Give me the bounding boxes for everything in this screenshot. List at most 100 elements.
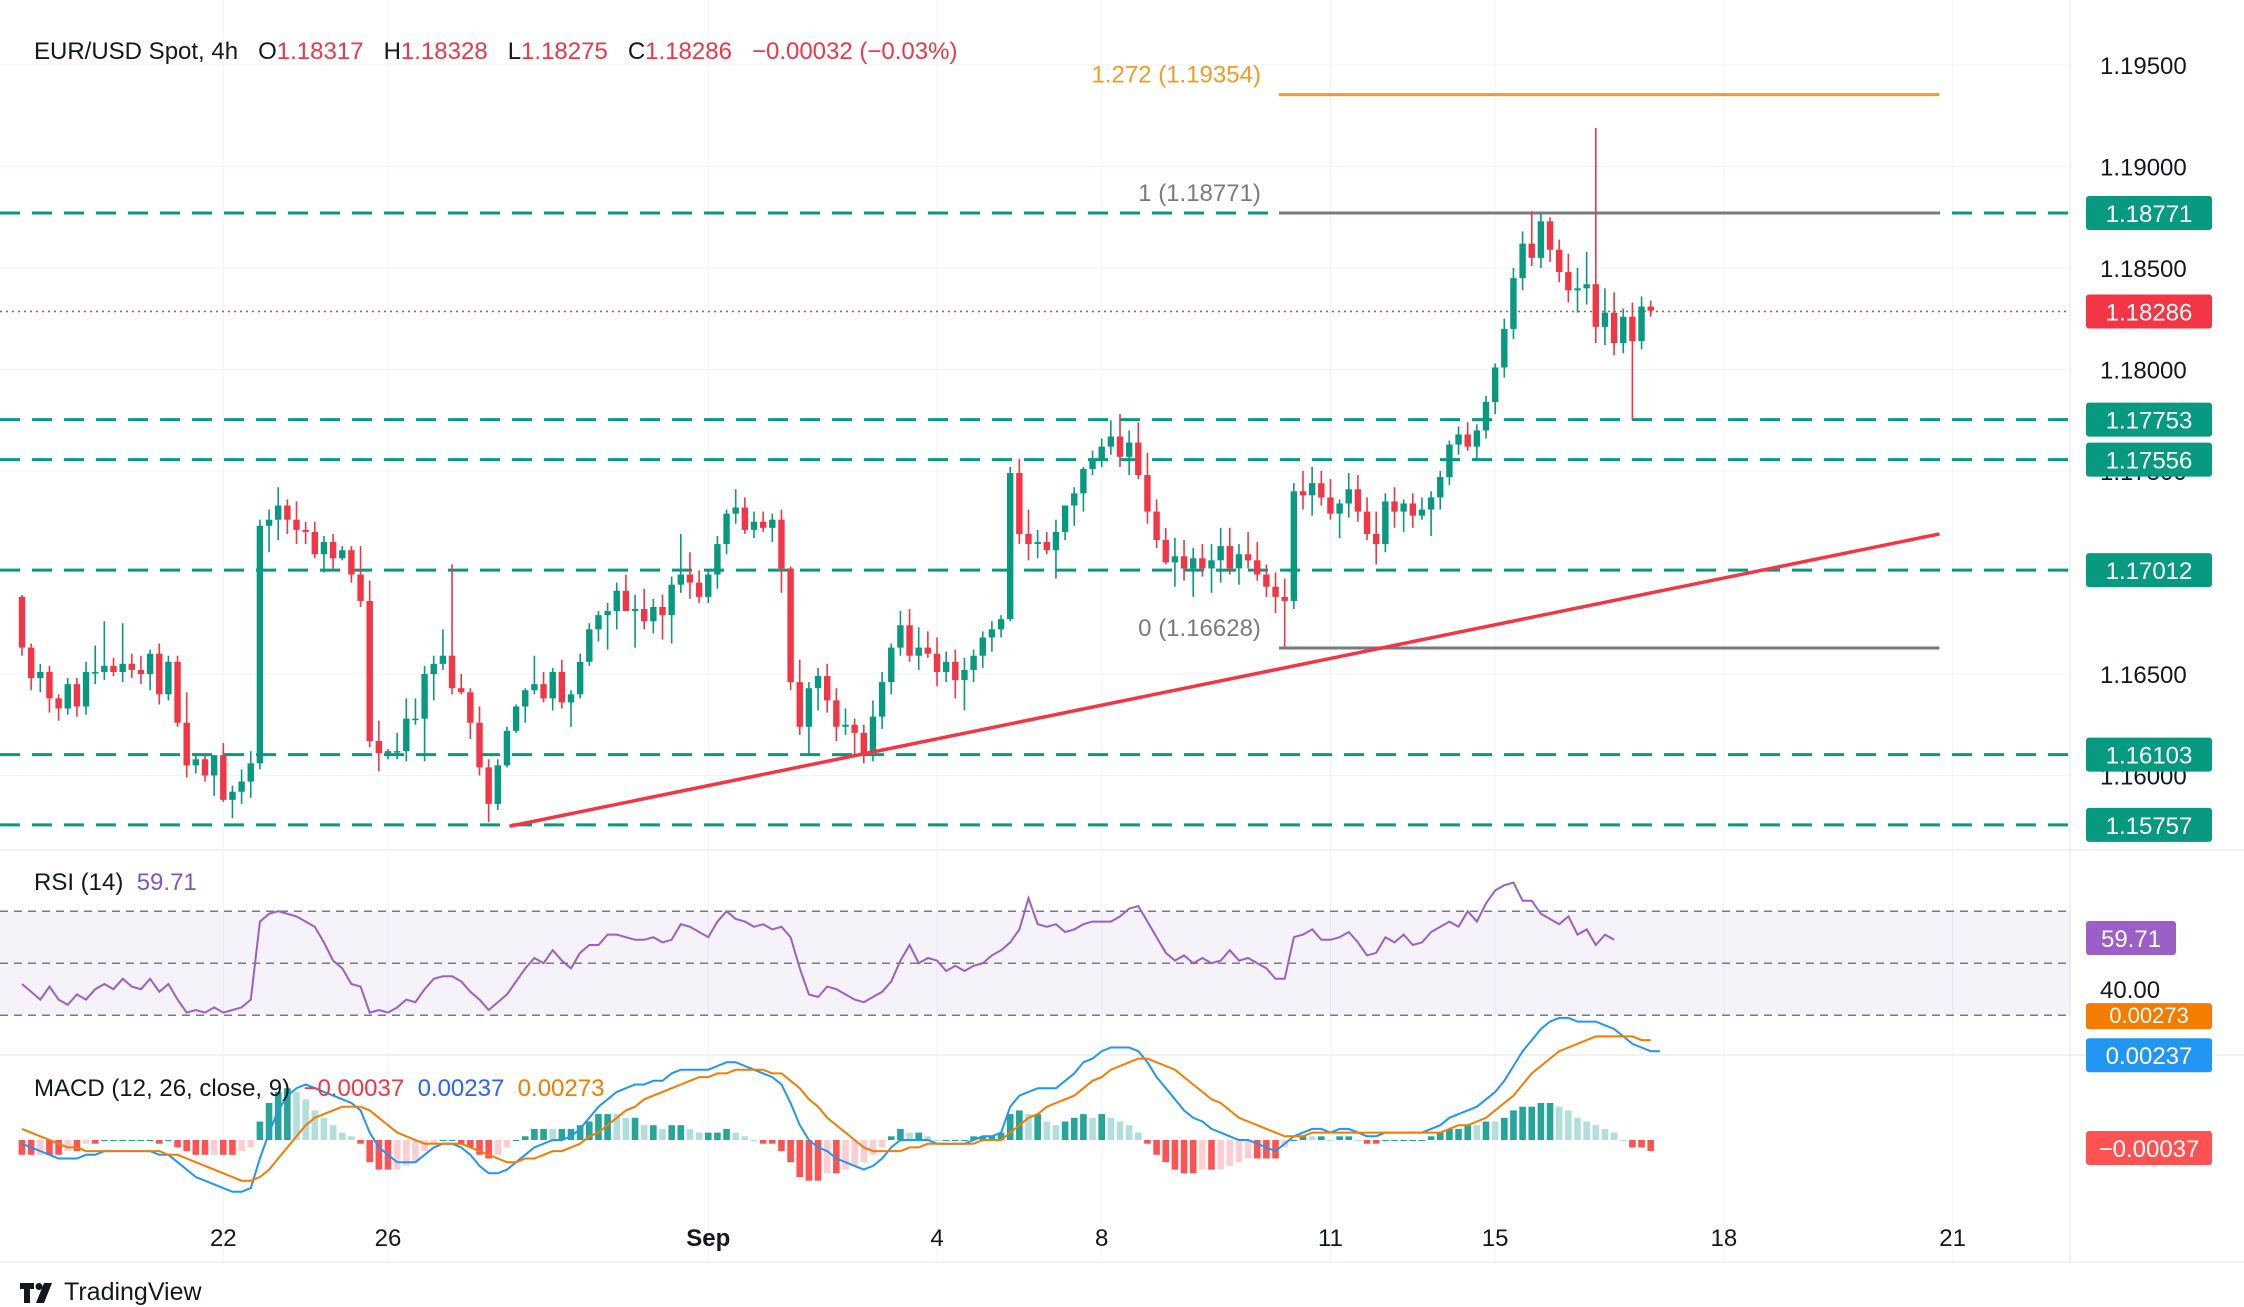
candle[interactable] — [1226, 527, 1233, 575]
candle[interactable] — [485, 759, 492, 823]
candle[interactable] — [1446, 440, 1453, 486]
price-tick-label[interactable]: 1.18000 — [2100, 358, 2187, 385]
price-tick-label[interactable]: 1.19500 — [2100, 53, 2187, 80]
candle[interactable] — [1537, 213, 1545, 268]
candle[interactable] — [677, 533, 684, 593]
candle[interactable] — [1638, 296, 1645, 350]
candle[interactable] — [467, 688, 474, 739]
candle[interactable] — [1528, 211, 1535, 266]
candle[interactable] — [348, 546, 355, 583]
candle[interactable] — [1061, 505, 1069, 541]
candle[interactable] — [1437, 471, 1444, 510]
candle[interactable] — [613, 582, 620, 630]
candle[interactable] — [393, 732, 401, 760]
candle[interactable] — [622, 574, 630, 612]
candle[interactable] — [128, 653, 135, 679]
candle[interactable] — [1391, 487, 1398, 528]
candle[interactable] — [1464, 422, 1471, 451]
candle[interactable] — [1327, 479, 1334, 520]
candle[interactable] — [1382, 493, 1389, 553]
candle[interactable] — [110, 657, 117, 677]
trendline[interactable] — [509, 532, 1940, 828]
candle[interactable] — [540, 671, 547, 703]
symbol-label[interactable]: EUR/USD Spot, 4h — [34, 38, 239, 65]
candle[interactable] — [705, 570, 712, 603]
candle[interactable] — [1510, 268, 1517, 340]
candle[interactable] — [1354, 475, 1362, 522]
time-axis[interactable]: 22 26 Sep 4 8 11 15 18 21 — [210, 1225, 1966, 1252]
candle[interactable] — [522, 688, 529, 723]
candle[interactable] — [1254, 542, 1261, 581]
candle[interactable] — [1153, 499, 1160, 549]
candle[interactable] — [1162, 527, 1169, 565]
candle[interactable] — [1080, 466, 1087, 512]
candle[interactable] — [1418, 497, 1426, 520]
time-tick-label[interactable]: 4 — [930, 1225, 943, 1252]
candle[interactable] — [37, 663, 44, 693]
candle[interactable] — [1482, 395, 1490, 439]
candle[interactable] — [1199, 544, 1206, 577]
candle[interactable] — [1455, 426, 1462, 455]
candle[interactable] — [403, 698, 410, 762]
rsi-tick-label[interactable]: 40.00 — [2100, 977, 2160, 1004]
price-tick-label[interactable]: 1.19000 — [2100, 155, 2187, 182]
candle[interactable] — [73, 678, 81, 717]
candle[interactable] — [988, 621, 996, 652]
candle[interactable] — [915, 627, 922, 670]
candle[interactable] — [119, 623, 126, 683]
candle[interactable] — [229, 785, 236, 819]
candle[interactable] — [256, 519, 264, 770]
candle[interactable] — [1272, 572, 1279, 614]
candle[interactable] — [549, 667, 556, 711]
candle[interactable] — [1318, 471, 1325, 506]
candle[interactable] — [55, 694, 62, 721]
time-tick-label[interactable]: 22 — [210, 1225, 237, 1252]
candle[interactable] — [27, 643, 35, 691]
candle[interactable] — [412, 698, 419, 725]
candle[interactable] — [814, 667, 822, 711]
time-tick-label[interactable]: 26 — [375, 1225, 402, 1252]
candle[interactable] — [1281, 578, 1288, 648]
candle[interactable] — [1071, 487, 1078, 526]
time-tick-label[interactable]: 15 — [1482, 1225, 1509, 1252]
candle[interactable] — [357, 546, 364, 608]
candle[interactable] — [878, 671, 886, 729]
trendline[interactable] — [509, 532, 1940, 828]
candle[interactable] — [64, 678, 71, 715]
candle[interactable] — [448, 564, 456, 695]
candle[interactable] — [970, 649, 977, 683]
candle[interactable] — [439, 629, 447, 670]
price-axis[interactable]: 1.195001.190001.185001.180001.175001.165… — [2086, 53, 2212, 1165]
candle[interactable] — [210, 755, 218, 796]
time-tick-label[interactable]: 18 — [1711, 1225, 1738, 1252]
candle[interactable] — [201, 755, 209, 782]
candle[interactable] — [1336, 499, 1343, 538]
candle[interactable] — [1180, 540, 1188, 581]
candle[interactable] — [458, 674, 465, 695]
candle[interactable] — [805, 682, 813, 756]
macd-title[interactable]: MACD (12, 26, close, 9) — [34, 1075, 291, 1102]
candle[interactable] — [796, 659, 803, 735]
candle[interactable] — [787, 566, 794, 691]
candle[interactable] — [92, 645, 99, 685]
candle[interactable] — [824, 663, 831, 713]
rsi-pane[interactable] — [0, 881, 2070, 1016]
candle[interactable] — [750, 511, 758, 538]
candle[interactable] — [494, 759, 501, 811]
candle[interactable] — [183, 692, 190, 778]
candle[interactable] — [1647, 300, 1654, 317]
candle[interactable] — [247, 751, 254, 798]
candle[interactable] — [1610, 292, 1618, 356]
candle[interactable] — [1235, 544, 1243, 585]
candle[interactable] — [238, 769, 245, 804]
last-price-tag[interactable] — [2086, 294, 2212, 329]
candle[interactable] — [1135, 422, 1142, 480]
candle[interactable] — [1290, 483, 1298, 610]
candle[interactable] — [1629, 302, 1636, 421]
price-tick-label[interactable]: 1.18500 — [2100, 256, 2187, 283]
rsi-title[interactable]: RSI (14) — [34, 869, 124, 896]
candle[interactable] — [320, 535, 328, 573]
candle[interactable] — [888, 643, 895, 695]
candle[interactable] — [759, 511, 767, 532]
candle[interactable] — [860, 724, 867, 764]
